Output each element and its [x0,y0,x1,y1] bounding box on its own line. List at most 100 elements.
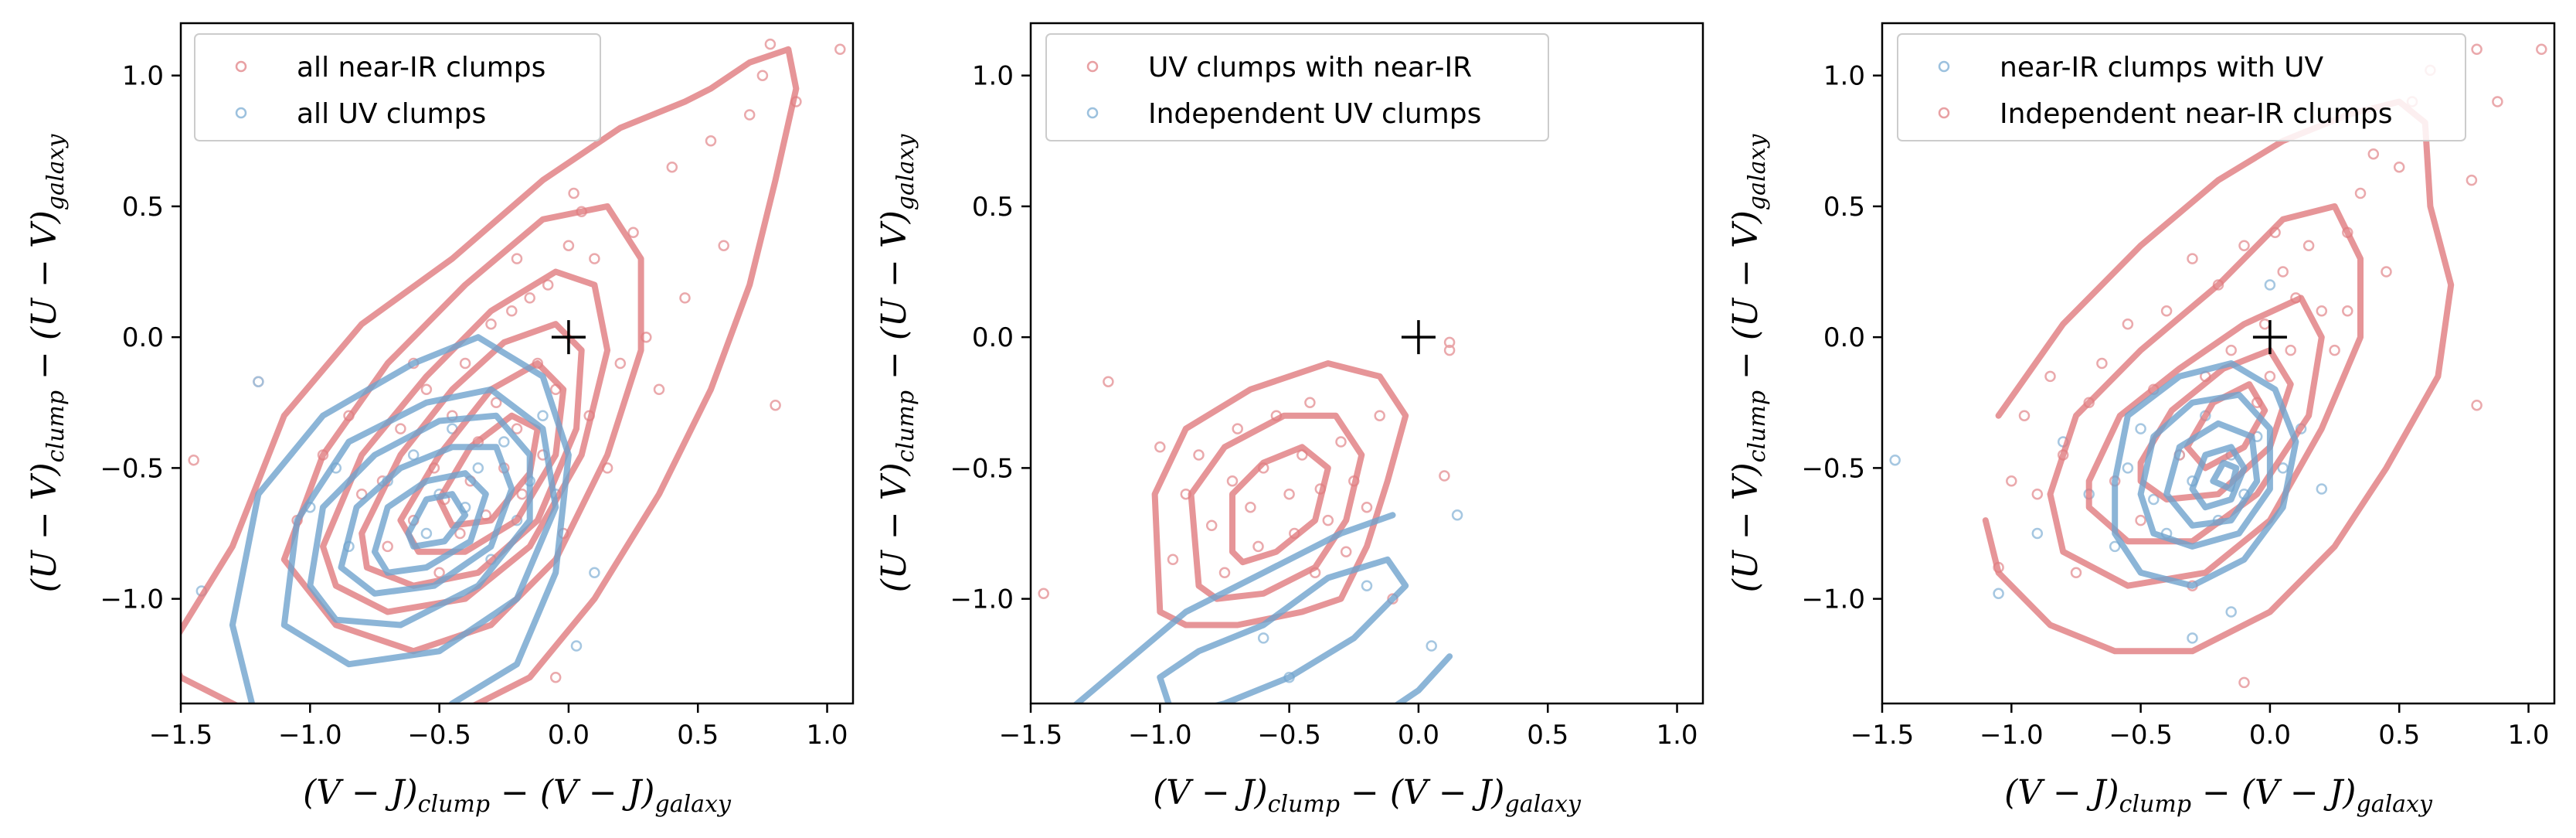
contour-line [2112,360,2299,589]
axis-ticks: −1.5 −1.0 −0.5 0.0 0.5 1.0 −1.0 −0.5 0.0 0.5 1.0 [100,61,848,751]
x-label-sub: clump [2119,791,2191,818]
data-point [498,436,510,448]
contour-line [338,444,515,597]
x-axis-label: (V − J)clump − (V − J)galaxy [2004,773,2433,818]
legend-box [1045,33,1549,141]
contour-line [2047,203,2364,589]
legend-marker [235,60,247,73]
y-label-main: (U − V) [1726,462,1765,592]
x-label-sub: clump [1268,791,1340,818]
data-point [562,240,575,251]
data-point [2471,43,2483,56]
data-point [2285,344,2296,356]
y-tick-label: −1.0 [950,584,1014,615]
contour-line [1072,512,1396,703]
data-point [756,70,769,81]
data-point [2070,567,2082,579]
y-tick-label: −0.5 [1801,453,1865,484]
data-point [2187,253,2198,264]
x-label-sub: galaxy [654,791,731,818]
y-label-main: (U − V) [875,462,914,592]
data-point [1335,436,1347,448]
legend-label: near-IR clumps with UV [2000,52,2323,83]
contour-line [280,386,559,668]
data-point [2342,305,2353,317]
data-point [2258,318,2271,330]
data-point [420,383,433,396]
data-point [2238,240,2250,251]
data-point [570,640,583,652]
data-point [395,423,406,434]
data-point [2225,606,2237,618]
data-point [834,43,846,56]
series-contours [1982,98,2455,655]
x-label-mid: − (V − J) [2191,773,2356,812]
data-point [433,567,445,579]
data-point [2466,174,2478,186]
legend-box [194,33,601,141]
data-point [1426,640,1437,652]
y-tick-label: 1.0 [972,61,1014,92]
data-point [2135,514,2146,526]
data-point [2135,423,2146,434]
data-point [2354,187,2367,199]
y-tick-label: 0.5 [1823,192,1865,223]
y-tick-label: 0.0 [972,322,1014,353]
data-point [511,253,523,264]
data-point [1154,441,1166,453]
data-point [764,38,777,50]
data-point [2264,279,2276,291]
data-point [2148,493,2160,506]
data-point [2018,410,2031,421]
series-contours [2112,360,2299,589]
data-point [524,292,535,304]
y-label-sub: galaxy [892,134,919,210]
data-point [568,187,579,199]
data-point [1322,514,1334,526]
series-points [1257,509,1463,683]
plot-area [181,38,846,703]
data-point [1226,475,1239,487]
data-point [2536,43,2547,56]
x-tick-label: −1.0 [1128,720,1192,751]
x-tick-label: 1.0 [2507,720,2549,751]
y-label-sub: clump [42,390,70,462]
x-tick-label: −1.0 [278,720,342,751]
data-point [2381,266,2392,278]
legend-box [1897,33,2466,141]
contour-line [307,412,533,628]
y-label-mid: − (U − V) [25,210,64,390]
data-point [420,527,433,540]
y-label-sub: clump [892,390,919,462]
panel-near-ir-clumps: −1.5 −1.0 −0.5 0.0 0.5 1.0 −1.0 −0.5 0.0 0.5 1.0 n… [1726,22,2556,818]
data-point [253,376,264,387]
data-point [1304,397,1316,409]
data-point [2316,305,2328,317]
contour-line [2210,459,2240,492]
data-point [1993,588,2004,600]
data-point [653,383,665,396]
contour-line [320,268,611,615]
data-point [2122,318,2134,330]
data-point [2329,344,2340,356]
data-point [188,454,199,466]
data-point [1340,546,1352,557]
x-label-main: (V − J) [2004,773,2119,812]
data-point [1361,580,1373,591]
y-label-sub: galaxy [42,134,70,210]
data-point [2187,632,2198,644]
data-point [2471,399,2483,411]
contour-line [229,334,572,703]
data-point [666,161,678,173]
data-point [2096,357,2108,370]
axis-ticks: −1.5 −1.0 −0.5 0.0 0.5 1.0 −1.0 −0.5 0.0 0.5 1.0 [1801,61,2549,751]
data-point [589,567,600,579]
series-points [1889,279,2328,644]
data-point [2264,370,2276,383]
contour-line [2189,444,2248,511]
contour-line [2183,381,2268,472]
x-label-sub: clump [418,791,490,818]
contour-line [405,491,469,550]
x-tick-label: −1.5 [1850,720,1915,751]
